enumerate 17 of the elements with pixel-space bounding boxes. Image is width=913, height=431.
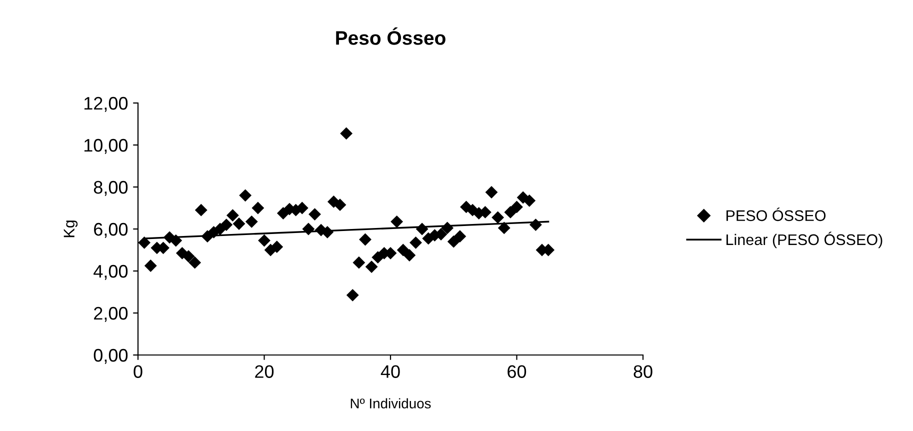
x-tick-label: 60 — [508, 365, 526, 378]
legend-label: Linear (PESO ÓSSEO) — [726, 232, 882, 248]
y-tick-label: 2,00 — [94, 306, 128, 322]
chart-title: Peso Ósseo — [336, 27, 446, 45]
x-tick-label: 0 — [134, 365, 142, 378]
x-tick-label: 20 — [255, 365, 274, 378]
y-tick-label: 12,00 — [84, 96, 128, 112]
legend-label: PESO ÓSSEO — [726, 208, 826, 222]
y-tick-label: 0,00 — [94, 348, 128, 364]
y-tick-label: 10,00 — [84, 138, 128, 154]
x-axis-title: Nº Individuos — [350, 398, 431, 408]
y-tick-label: 4,00 — [94, 264, 128, 280]
y-tick-label: 8,00 — [94, 180, 128, 196]
x-tick-label: 80 — [634, 365, 652, 378]
x-tick-label: 40 — [380, 365, 400, 378]
y-tick-label: 6,00 — [94, 222, 128, 238]
y-axis-title: Kg — [64, 220, 78, 238]
